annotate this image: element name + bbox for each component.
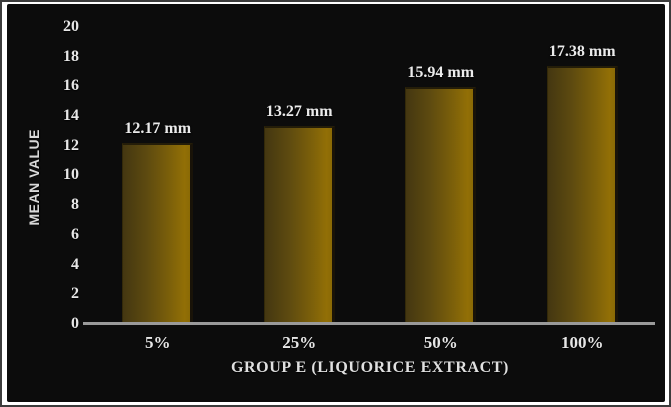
y-tick-label: 12 xyxy=(63,136,79,154)
bar-value-label: 12.17 mm xyxy=(124,119,192,137)
x-axis-category-labels: 5% 25% 50% 100% xyxy=(87,333,653,353)
bar xyxy=(546,65,618,322)
plot-area: 12.17 mm 13.27 mm 15.94 mm 17.38 mm xyxy=(87,27,653,322)
bar xyxy=(122,142,194,322)
bar-slot: 15.94 mm xyxy=(370,27,512,322)
y-tick-label: 20 xyxy=(63,18,79,35)
y-axis-ticks: 20 18 16 14 12 10 8 6 4 2 0 xyxy=(29,17,79,334)
x-category-label: 50% xyxy=(423,333,458,352)
y-tick-label: 0 xyxy=(71,314,79,332)
chart-panel: MEAN VALUE 20 18 16 14 12 10 8 6 4 2 0 12.17 mm 13.… xyxy=(7,4,665,402)
bar-value-label: 17.38 mm xyxy=(548,42,616,60)
bar-value-label: 15.94 mm xyxy=(407,63,475,81)
x-axis-title: GROUP E (LIQUORICE EXTRACT) xyxy=(230,359,509,376)
bar-slot: 13.27 mm xyxy=(229,27,371,322)
y-tick-label: 6 xyxy=(71,225,79,243)
y-tick-label: 8 xyxy=(71,196,79,214)
bar xyxy=(405,86,477,322)
x-category-label: 100% xyxy=(561,333,604,352)
y-tick-label: 2 xyxy=(71,285,79,303)
y-tick-label: 14 xyxy=(63,107,79,125)
y-tick-label: 4 xyxy=(71,255,79,273)
x-category-label: 5% xyxy=(145,333,171,352)
y-tick-label: 16 xyxy=(63,77,79,95)
bar-value-label: 13.27 mm xyxy=(265,103,333,121)
y-tick-label: 18 xyxy=(63,47,79,65)
x-category-label: 25% xyxy=(282,333,317,352)
bar xyxy=(263,126,335,322)
y-tick-label: 10 xyxy=(63,166,79,184)
bar-slot: 17.38 mm xyxy=(512,27,654,322)
bar-slot: 12.17 mm xyxy=(87,27,229,322)
x-axis-line xyxy=(83,322,655,325)
